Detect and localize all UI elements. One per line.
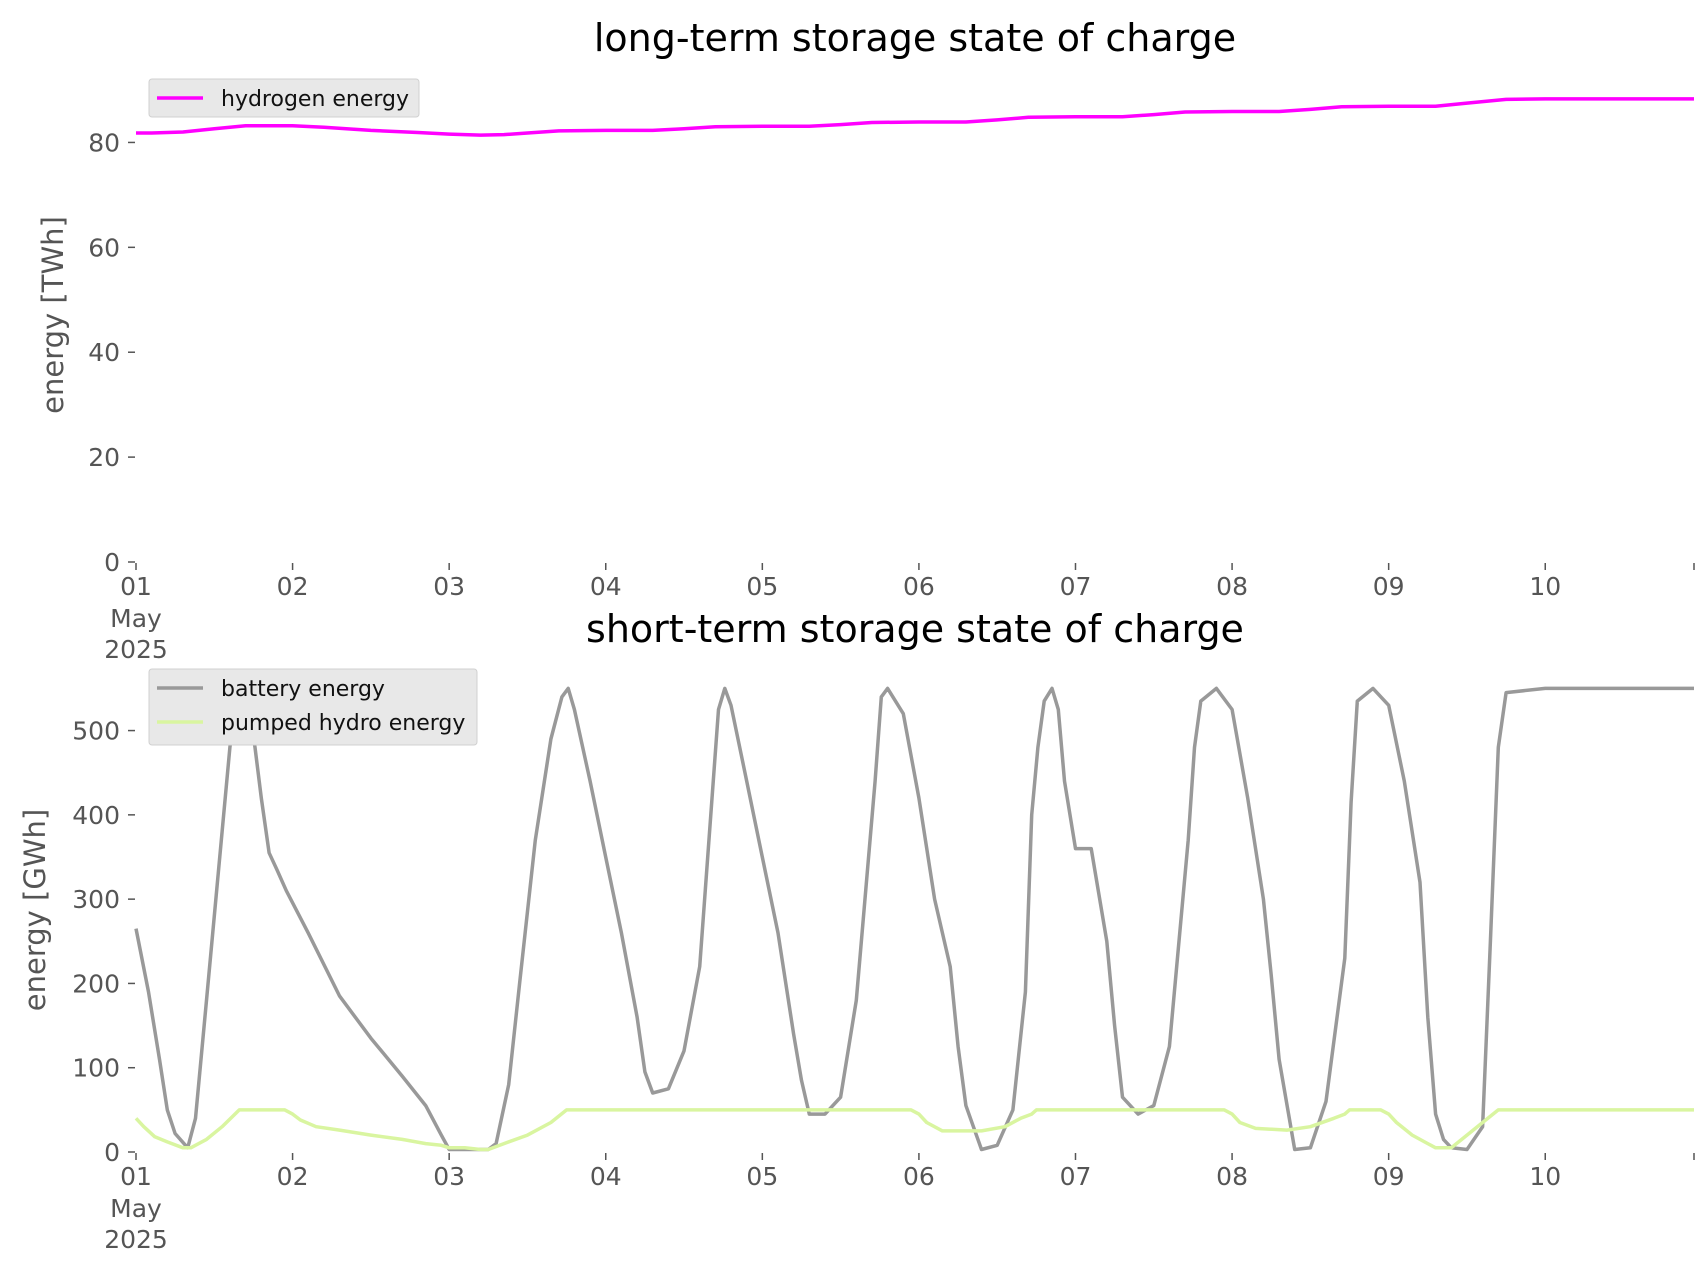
y-tick-label: 0 [104,548,120,577]
series-lines [136,97,1694,137]
x-tick-label: 07 [1060,572,1092,601]
legend-box [148,668,478,746]
x-tick-label: 10 [1529,1162,1561,1191]
x-tick-label: 05 [746,572,778,601]
x-tick-label: 03 [433,572,465,601]
legend-entry-label: battery energy [221,677,385,702]
legend: battery energy pumped hydro energy [148,668,478,746]
series-lines [134,686,1694,1152]
chart-title: long-term storage state of charge [594,16,1236,60]
x-tick-label: 04 [590,1162,622,1191]
y-axis-label: energy [TWh] [36,216,70,414]
series-line-1 [134,1108,1694,1152]
x-tick-label: 04 [590,572,622,601]
y-axis: 0 20 40 60 80 [88,128,135,577]
series-line-0 [134,686,1694,1152]
x-tick-year-label: 2025 [104,635,168,664]
x-tick-label: 01 [120,572,152,601]
long-term-storage-chart: long-term storage state of charge 020406… [36,16,1695,664]
series-line-0 [136,97,1694,137]
x-tick-label: 01 [120,1162,152,1191]
legend-entry-label: pumped hydro energy [221,711,465,736]
x-tick-label: 06 [903,572,935,601]
x-tick-label: 02 [277,1162,309,1191]
x-tick-label: 08 [1216,572,1248,601]
y-tick-label: 100 [72,1054,120,1083]
x-tick-label: 03 [433,1162,465,1191]
legend-box [148,78,420,118]
y-tick-label: 80 [88,128,120,157]
y-tick-label: 200 [72,969,120,998]
y-tick-label: 400 [72,801,120,830]
y-tick-label: 500 [72,717,120,746]
y-axis-label: energy [GWh] [18,809,52,1011]
x-tick-label: 10 [1529,572,1561,601]
x-tick-month-label: May [110,1194,162,1223]
x-tick-label: 08 [1216,1162,1248,1191]
x-tick-label: 06 [903,1162,935,1191]
chart-title: short-term storage state of charge [586,607,1244,651]
y-tick-label: 60 [88,233,120,262]
x-tick-label: 07 [1060,1162,1092,1191]
x-tick-year-label: 2025 [104,1225,168,1254]
x-tick-label: 02 [277,572,309,601]
y-tick-label: 0 [104,1138,120,1167]
y-tick-label: 40 [88,338,120,367]
short-term-storage-chart: short-term storage state of charge 01002… [18,607,1695,1254]
legend: hydrogen energy [148,78,420,118]
y-tick-label: 300 [72,885,120,914]
legend-entry-label: hydrogen energy [221,87,409,112]
x-tick-label: 09 [1373,1162,1405,1191]
y-axis: 0 100 200 300 400 500 [72,717,135,1167]
x-tick-month-label: May [110,604,162,633]
y-tick-label: 20 [88,443,120,472]
x-tick-label: 09 [1373,572,1405,601]
x-tick-label: 05 [746,1162,778,1191]
